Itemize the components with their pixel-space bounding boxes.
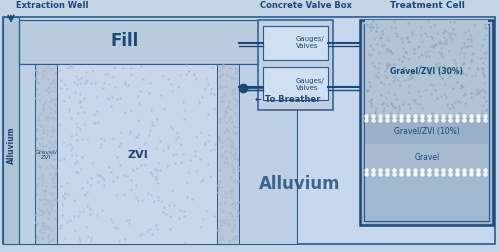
Text: Alluvium: Alluvium xyxy=(6,126,16,163)
Bar xyxy=(263,27,328,61)
Text: Gravel/ZVI (10%): Gravel/ZVI (10%) xyxy=(394,127,460,136)
Text: ← To Breather: ← To Breather xyxy=(255,94,320,103)
Bar xyxy=(19,21,297,65)
Bar xyxy=(217,65,239,244)
Bar xyxy=(3,18,19,244)
Bar xyxy=(365,146,488,169)
Bar xyxy=(364,25,489,221)
Bar xyxy=(365,21,488,115)
Bar xyxy=(365,117,488,145)
Text: Gravel: Gravel xyxy=(414,153,440,162)
Text: Concrete Valve Box: Concrete Valve Box xyxy=(260,1,352,10)
Text: Extraction Well: Extraction Well xyxy=(16,1,88,10)
Text: Gravel/
ZVI: Gravel/ ZVI xyxy=(34,149,58,160)
Bar xyxy=(263,68,328,101)
Text: Gravel/ZVI (30%): Gravel/ZVI (30%) xyxy=(390,67,464,76)
Bar xyxy=(19,65,297,244)
Text: Gauges/
Valves: Gauges/ Valves xyxy=(296,78,325,91)
Text: Treatment Cell: Treatment Cell xyxy=(390,1,464,10)
Bar xyxy=(57,65,217,244)
Bar xyxy=(360,21,493,225)
Text: Alluvium: Alluvium xyxy=(259,175,341,193)
Bar xyxy=(35,65,57,244)
Text: Gauges/
Valves: Gauges/ Valves xyxy=(296,36,325,49)
Text: Fill: Fill xyxy=(111,32,139,50)
Text: ZVI: ZVI xyxy=(128,149,148,160)
Bar xyxy=(258,21,333,111)
